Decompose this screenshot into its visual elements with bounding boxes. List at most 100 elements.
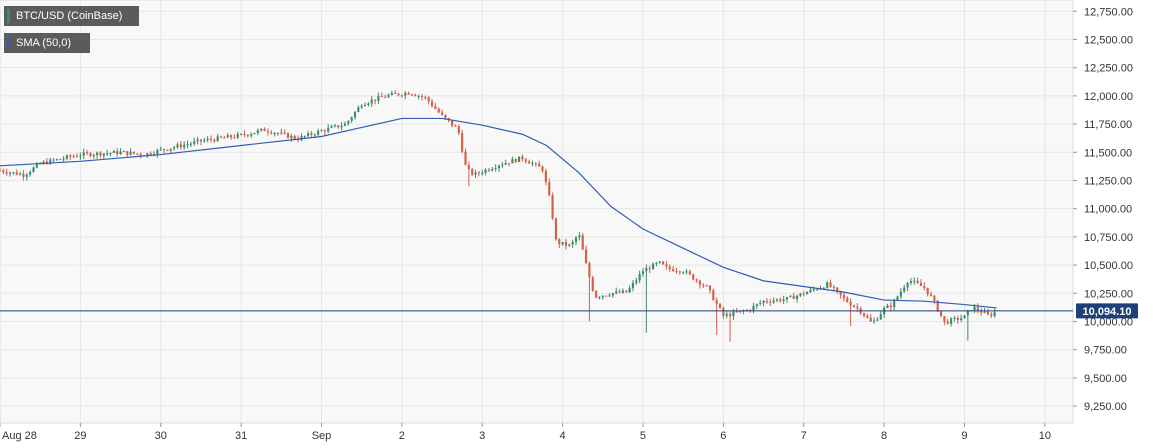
candle (246, 134, 249, 138)
candle (434, 102, 437, 110)
candle (330, 124, 333, 129)
candle (698, 279, 702, 289)
candle (96, 151, 99, 159)
candle (122, 150, 125, 153)
candle (186, 140, 189, 149)
candle (712, 288, 715, 301)
candle (370, 95, 373, 107)
y-tick-label: 11,750.00 (1084, 119, 1132, 131)
y-tick-label: 10,000.00 (1084, 316, 1133, 328)
x-tick-label: 2 (399, 430, 405, 442)
current-price-value: 10,094.10 (1083, 306, 1132, 318)
candle (939, 311, 943, 318)
candle (219, 135, 223, 139)
candle (926, 287, 929, 297)
candle (799, 292, 802, 298)
candle (728, 310, 732, 342)
candle (72, 154, 75, 158)
candle (360, 104, 363, 110)
candle (99, 151, 102, 158)
candle (899, 287, 902, 299)
candle (682, 271, 685, 275)
candle (574, 236, 578, 246)
candle (829, 279, 832, 288)
y-tick-label: 9,750.00 (1084, 345, 1127, 357)
candle (82, 148, 85, 159)
candle (32, 166, 35, 173)
candle (852, 304, 856, 308)
candle (350, 116, 353, 123)
legend-price-label: BTC/USD (CoinBase) (16, 10, 123, 22)
candle (233, 134, 236, 139)
candle (963, 315, 966, 319)
candle (879, 311, 882, 320)
candle (524, 158, 527, 164)
candle (404, 90, 407, 100)
candle (176, 142, 179, 149)
x-tick-label: 9 (961, 430, 967, 442)
y-tick-label: 10,750.00 (1084, 232, 1133, 244)
candle (662, 260, 665, 265)
y-tick-label: 12,000.00 (1084, 91, 1133, 103)
candle (950, 317, 953, 327)
candle (196, 137, 199, 145)
candle (779, 297, 782, 303)
candle (491, 167, 494, 172)
candle (471, 167, 474, 177)
legend-sma-series[interactable]: SMA (50,0) (4, 33, 90, 53)
candle (688, 269, 691, 276)
candle (226, 133, 229, 138)
candle (12, 171, 15, 175)
candle (236, 131, 239, 140)
candle (876, 316, 879, 322)
candle (437, 107, 440, 114)
candle (427, 96, 430, 105)
x-tick-label: 30 (155, 430, 167, 442)
candle (230, 134, 233, 140)
candle (993, 308, 996, 318)
candle (69, 153, 72, 161)
candle (25, 172, 28, 181)
candle (424, 95, 427, 101)
candle (116, 148, 119, 157)
legend-price-series[interactable]: BTC/USD (CoinBase) (4, 6, 139, 26)
candle (568, 243, 571, 248)
candle (327, 124, 330, 134)
candle (156, 148, 159, 158)
y-tick-label: 9,250.00 (1084, 401, 1127, 413)
candle (672, 266, 675, 272)
candle (588, 261, 591, 322)
candle (889, 301, 892, 311)
candle (22, 170, 25, 181)
candle (916, 277, 919, 284)
candle (705, 284, 708, 287)
grid-lines (0, 0, 1073, 423)
candle (357, 105, 360, 113)
candle (782, 295, 785, 304)
candle (487, 167, 491, 172)
candle (735, 307, 738, 313)
candle (685, 269, 688, 275)
candlestick-series (0, 90, 996, 342)
x-tick-label: 29 (74, 430, 86, 442)
candle (960, 314, 963, 323)
y-tick-label: 12,250.00 (1084, 63, 1133, 75)
candle (923, 282, 926, 291)
candle (430, 98, 434, 108)
candle (986, 308, 990, 316)
candle (658, 261, 661, 264)
candle (266, 128, 269, 136)
candle (836, 287, 839, 294)
candle (119, 148, 122, 155)
candle (956, 315, 959, 324)
candle (722, 306, 725, 319)
candle (270, 130, 273, 135)
candle (310, 130, 313, 138)
candle (307, 130, 310, 138)
candle (534, 162, 537, 167)
candle (85, 149, 89, 156)
candle (621, 288, 624, 294)
y-tick-label: 9,500.00 (1084, 373, 1127, 385)
candle (484, 168, 487, 176)
